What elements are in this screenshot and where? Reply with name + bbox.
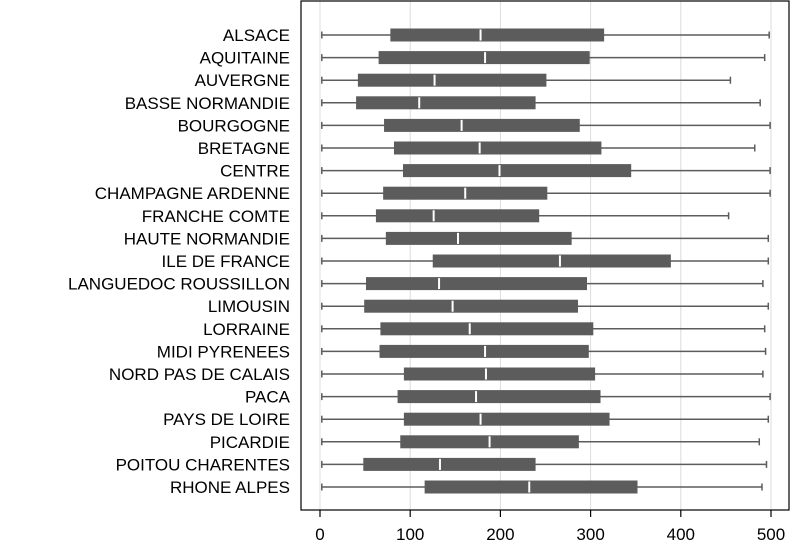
box-item <box>321 186 771 200</box>
iqr-box <box>390 28 605 42</box>
box-item <box>321 209 730 223</box>
box-item <box>321 480 763 494</box>
iqr-box <box>424 480 638 494</box>
category-label: HAUTE NORMANDIE <box>124 229 290 248</box>
iqr-box <box>393 141 602 155</box>
category-label: CHAMPAGNE ARDENNE <box>95 184 290 203</box>
category-label: ILE DE FRANCE <box>162 252 290 271</box>
category-label: LORRAINE <box>203 320 290 339</box>
category-labels: ALSACE AQUITAINE AUVERGNE BASSE NORMANDIE BO… <box>68 26 291 497</box>
box-item <box>321 367 764 381</box>
box-item <box>321 96 761 110</box>
iqr-box <box>397 390 601 404</box>
category-label: NORD PAS DE CALAIS <box>109 365 290 384</box>
box-item <box>321 390 771 404</box>
category-label: BRETAGNE <box>198 139 290 158</box>
category-label: AQUITAINE <box>200 49 290 68</box>
category-label: BASSE NORMANDIE <box>125 94 290 113</box>
box-item <box>321 73 732 87</box>
iqr-box <box>432 254 671 268</box>
x-tick-label: 200 <box>486 525 514 544</box>
x-tick-label: 0 <box>315 525 324 544</box>
box-item <box>321 435 761 449</box>
box-item <box>321 457 768 471</box>
iqr-box <box>356 96 536 110</box>
iqr-box <box>402 164 632 178</box>
box-item <box>321 118 771 132</box>
box-layer <box>321 28 771 494</box>
iqr-box <box>357 73 547 87</box>
x-axis: 0 100 200 300 400 500 <box>315 510 785 544</box>
iqr-box <box>375 209 540 223</box>
iqr-box <box>403 367 596 381</box>
box-item <box>321 322 766 336</box>
iqr-box <box>403 412 610 426</box>
iqr-box <box>364 299 578 313</box>
category-label: RHONE ALPES <box>170 478 290 497</box>
category-label: BOURGOGNE <box>178 116 290 135</box>
box-item <box>321 344 767 358</box>
box-item <box>321 277 764 291</box>
category-label: PACA <box>245 388 291 407</box>
category-label: CENTRE <box>220 162 290 181</box>
category-label: MIDI PYRENEES <box>157 342 290 361</box>
plot-frame <box>300 0 790 511</box>
iqr-box <box>366 277 587 291</box>
x-tick-label: 400 <box>667 525 695 544</box>
category-label: FRANCHE COMTE <box>142 207 290 226</box>
category-label: POITOU CHARENTES <box>116 455 290 474</box>
category-label: LANGUEDOC ROUSSILLON <box>68 275 290 294</box>
box-item <box>321 231 770 245</box>
box-item <box>321 28 770 42</box>
box-item <box>321 254 770 268</box>
box-item <box>321 141 756 155</box>
x-tick-label: 500 <box>757 525 785 544</box>
category-label: ALSACE <box>223 26 290 45</box>
iqr-box <box>384 118 580 132</box>
category-label: PAYS DE LOIRE <box>163 410 290 429</box>
category-label: PICARDIE <box>210 433 290 452</box>
iqr-box <box>363 457 536 471</box>
iqr-box <box>385 231 572 245</box>
category-label: AUVERGNE <box>195 71 290 90</box>
box-item <box>321 299 770 313</box>
category-label: LIMOUSIN <box>208 297 290 316</box>
box-item <box>321 51 766 65</box>
iqr-box <box>380 322 594 336</box>
x-tick-label: 300 <box>576 525 604 544</box>
x-tick-label: 100 <box>396 525 424 544</box>
box-item <box>321 164 771 178</box>
box-item <box>321 412 770 426</box>
